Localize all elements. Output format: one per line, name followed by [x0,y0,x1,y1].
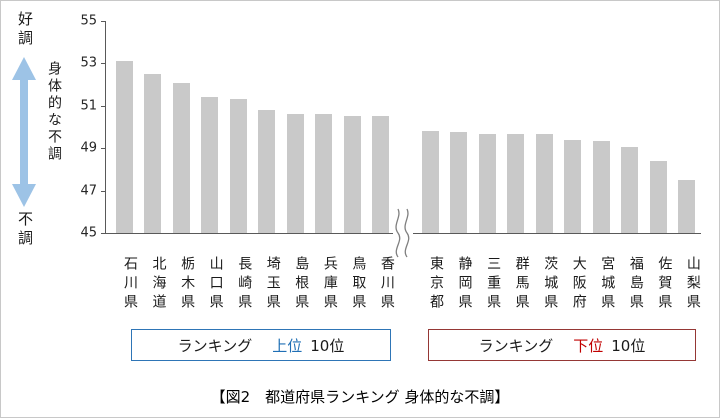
bar-石川県 [115,61,133,233]
bar-香川県 [372,116,390,233]
bar-label-茨城県: 茨城県 [542,255,559,313]
bar-slot [311,114,337,233]
y-tick-label: 55 [80,13,97,29]
bar-slot [503,134,529,233]
labels-bottom10: 東京都 静岡県 三重県 群馬県 茨城県 大阪府 宮城県 福島県 佐賀県 山梨県 [417,241,701,327]
bar-slot [417,131,443,233]
condition-bad-label: 不調 [16,211,34,249]
bar-label-宮城県: 宮城県 [599,255,616,313]
y-axis-line [105,21,106,234]
bar-slot [617,147,643,233]
bar-label-群馬県: 群馬県 [513,255,530,313]
bar-兵庫県 [315,114,333,233]
bar-label-石川県: 石川県 [122,255,138,313]
bar-label-栃木県: 栃木県 [179,255,196,313]
bar-slot [254,110,280,233]
bar-slot [531,134,557,233]
y-tick-label: 49 [80,140,97,156]
bar-slot [560,139,586,233]
bar-slot [339,116,365,233]
axis-break-icon [395,208,410,258]
bar-slot [140,74,166,233]
up-down-arrow-icon [12,57,36,207]
bar-山口県 [201,97,219,233]
bar-slot [674,180,700,233]
bar-長崎県 [229,99,247,233]
bar-slot [168,82,194,233]
bar-茨城県 [535,134,553,233]
bar-群馬県 [507,134,525,233]
bar-slot [368,116,394,233]
bar-label-島根県: 島根県 [293,255,310,313]
figure-caption: 【図2 都道府県ランキング 身体的な不調】 [210,388,510,406]
bar-slot [282,114,308,233]
bar-label-佐賀県: 佐賀県 [656,255,673,313]
y-tick-label: 47 [80,183,97,199]
bar-栃木県 [172,82,190,233]
bar-label-埼玉県: 埼玉県 [264,255,281,313]
bar-slot [197,97,223,233]
bar-山梨県 [678,180,696,233]
labels-top10: 石川県 北海道 栃木県 山口県 長崎県 埼玉県 島根県 兵庫県 鳥取県 香川県 [111,241,395,327]
bar-label-山梨県: 山梨県 [684,255,701,313]
bar-slot [474,134,500,233]
arrow-shape [12,57,36,207]
bar-東京都 [421,131,439,233]
bar-label-北海道: 北海道 [150,255,167,313]
bar-label-山口県: 山口県 [207,255,224,313]
y-tick-label: 45 [80,225,97,241]
y-axis-tick-labels: 55 53 51 49 47 45 [69,1,97,261]
bar-slot [225,99,251,233]
legend-top10-suffix: 10位 [310,336,345,355]
bar-label-香川県: 香川県 [378,255,395,313]
y-tick-label: 53 [80,55,97,71]
y-tick-label: 51 [80,98,97,114]
legend-bottom10: ランキング 下位 10位 [428,329,696,361]
bar-佐賀県 [649,160,667,233]
bar-label-三重県: 三重県 [485,255,502,313]
legend-top10-highlight: 上位 [272,336,303,355]
bar-slot [111,61,137,233]
bar-label-静岡県: 静岡県 [456,255,473,313]
bars-bottom10 [417,21,700,233]
legend-bottom10-highlight: 下位 [573,336,604,355]
bar-島根県 [286,114,304,233]
bar-静岡県 [450,132,468,233]
condition-good-label: 好調 [16,11,34,49]
bar-label-鳥取県: 鳥取県 [350,255,367,313]
bar-福島県 [621,147,639,233]
bar-slot [645,160,671,233]
bar-slot [446,132,472,233]
bar-宮城県 [592,140,610,233]
legend-bottom10-suffix: 10位 [611,336,646,355]
bar-label-兵庫県: 兵庫県 [321,255,338,313]
bar-鳥取県 [343,116,361,233]
legend-top10: ランキング 上位 10位 [131,329,391,361]
bar-label-福島県: 福島県 [627,255,644,313]
bar-大阪府 [564,139,582,233]
bars-top10 [111,21,394,233]
axis-break-mask [393,225,413,241]
bar-label-東京都: 東京都 [428,255,444,313]
bar-label-長崎県: 長崎県 [236,255,253,313]
bar-slot [588,140,614,233]
bar-埼玉県 [258,110,276,233]
y-axis-concept-label: 身体的な不調 [46,61,62,163]
bar-label-大阪府: 大阪府 [570,255,587,313]
legend-top10-prefix: ランキング [177,336,253,355]
bar-三重県 [478,134,496,233]
bar-北海道 [144,74,162,233]
legend-bottom10-prefix: ランキング [478,336,554,355]
